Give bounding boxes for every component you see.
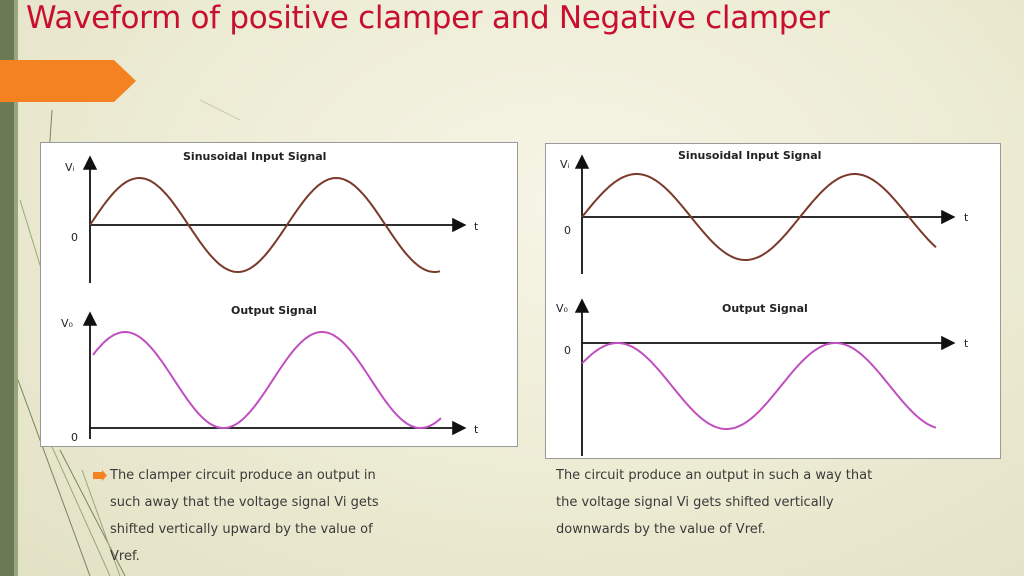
input-axis-label: Vᵢ (65, 161, 75, 174)
input-signal-title: Sinusoidal Input Signal (678, 149, 821, 162)
negative-clamper-waveform-panel: Sinusoidal Input Signal Vᵢ 0 t Output Si… (545, 143, 1001, 459)
description-line: such away that the voltage signal Vi get… (110, 495, 379, 510)
output-origin-label: 0 (71, 431, 78, 444)
negative-clamper-description: The circuit produce an output in such a … (556, 462, 872, 543)
description-line: shifted vertically upward by the value o… (110, 522, 373, 537)
input-time-label: t (964, 211, 969, 224)
output-signal-title: Output Signal (231, 304, 317, 317)
output-signal-title: Output Signal (722, 302, 808, 315)
output-origin-label: 0 (564, 344, 571, 357)
bullet-arrow-icon (93, 470, 107, 481)
output-axis-label: V₀ (61, 317, 74, 330)
input-axis-label: Vᵢ (560, 158, 570, 171)
output-shifted-up-wave (92, 330, 442, 430)
input-sine-wave (89, 176, 441, 274)
output-time-label: t (474, 423, 479, 436)
output-shifted-down-wave (581, 342, 937, 430)
left-accent-bar (0, 0, 14, 576)
accent-arrow-shape (0, 60, 136, 102)
output-time-label: t (964, 337, 969, 350)
description-line: The circuit produce an output in such a … (556, 468, 873, 483)
input-time-label: t (474, 220, 479, 233)
description-line: The clamper circuit produce an output in (110, 468, 376, 483)
description-line: Vref. (110, 549, 140, 564)
positive-clamper-description: The clamper circuit produce an output in… (110, 462, 379, 570)
input-origin-label: 0 (71, 231, 78, 244)
positive-clamper-waveform-panel: Sinusoidal Input Signal Vᵢ 0 t Output Si… (40, 142, 518, 447)
description-line: downwards by the value of Vref. (556, 522, 766, 537)
output-axis-label: V₀ (556, 302, 569, 315)
slide-title: Waveform of positive clamper and Negativ… (26, 0, 830, 36)
left-accent-stripe (14, 0, 18, 576)
input-origin-label: 0 (564, 224, 571, 237)
input-signal-title: Sinusoidal Input Signal (183, 150, 326, 163)
description-line: the voltage signal Vi gets shifted verti… (556, 495, 834, 510)
input-sine-wave (581, 173, 937, 261)
